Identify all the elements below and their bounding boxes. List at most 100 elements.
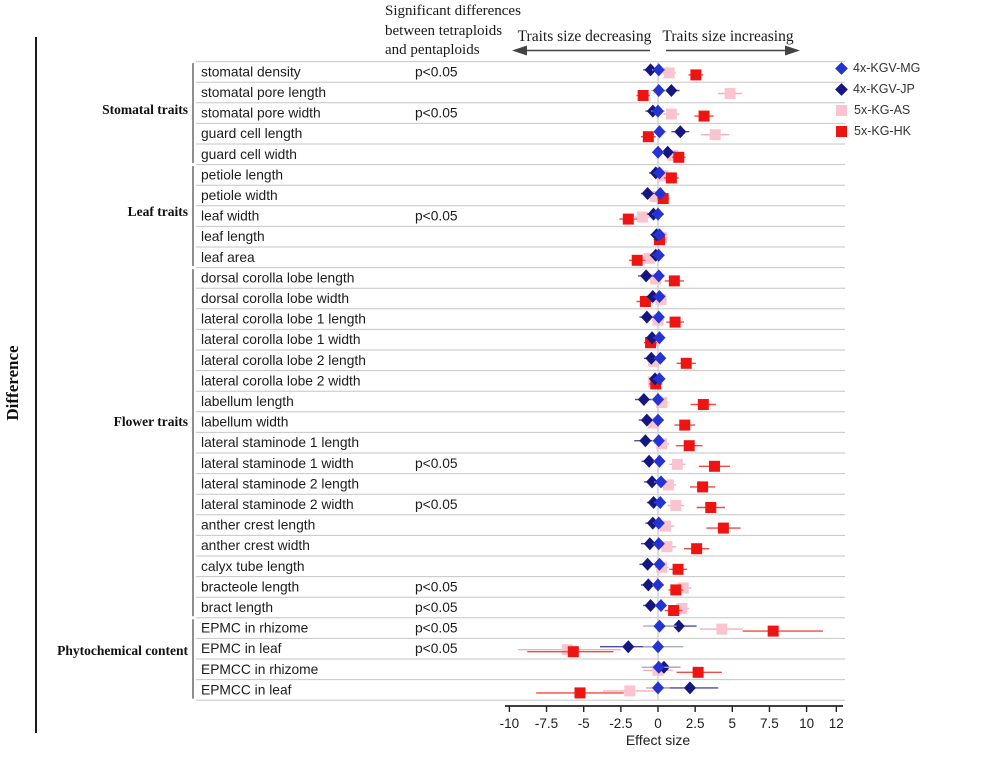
trait-label: leaf width: [201, 209, 259, 224]
data-point-diamond-4x-KGV-JP: [642, 578, 655, 592]
legend-item: 4x-KGV-MG: [835, 58, 920, 79]
data-point-square-5x-KG-AS: [709, 129, 721, 141]
data-point-diamond-4x-KGV-MG: [652, 269, 665, 283]
data-point-diamond-4x-KGV-MG: [652, 640, 664, 654]
data-point-square-5x-KG-HK: [692, 666, 704, 678]
trait-row: lateral staminode 1 width p<0.05: [201, 454, 731, 472]
data-point-square-5x-KG-HK: [698, 110, 710, 122]
data-point-square-5x-KG-HK: [665, 172, 677, 184]
data-point-square-5x-KG-HK: [642, 131, 654, 143]
trait-label: lateral corolla lobe 2 length: [201, 353, 366, 368]
data-point-diamond-4x-KGV-JP: [643, 537, 656, 551]
category-label: Leaf traits: [128, 204, 188, 219]
data-point-diamond-4x-KGV-JP: [661, 145, 674, 159]
data-point-square-5x-KG-AS: [624, 685, 636, 697]
data-point-diamond-4x-KGV-MG: [652, 207, 664, 221]
trait-label: bracteole length: [201, 579, 299, 594]
data-point-square-5x-KG-AS: [667, 149, 679, 161]
trait-label: guard cell width: [201, 147, 297, 162]
trait-label: calyx tube length: [201, 559, 305, 574]
data-point-square-5x-KG-HK: [670, 584, 682, 596]
category-label: Stomatal traits: [102, 102, 188, 117]
data-point-diamond-4x-KGV-MG: [653, 557, 666, 571]
data-point-square-5x-KG-HK: [567, 646, 579, 658]
legend-item: 5x-KG-AS: [836, 100, 920, 121]
trait-row: bract length p<0.05: [201, 599, 690, 616]
trait-label: EPMC in rhizome: [201, 621, 309, 636]
diamond-marker-icon: [835, 83, 848, 96]
trait-label: anther crest length: [201, 518, 315, 533]
x-tick-label: -10: [500, 716, 520, 731]
trait-row: stomatal density p<0.05: [201, 63, 704, 81]
trait-label: lateral staminode 1 width: [201, 456, 354, 471]
trait-label: lateral corolla lobe 2 width: [201, 373, 361, 388]
trait-row: anther crest width: [201, 537, 710, 555]
trait-label: EPMC in leaf: [201, 641, 282, 656]
p-value-label: p<0.05: [415, 106, 458, 121]
arrow-left-head-icon: [512, 45, 527, 56]
data-point-square-5x-KG-HK: [645, 337, 657, 349]
trait-row: stomatal pore width p<0.05: [201, 104, 714, 122]
data-point-diamond-4x-KGV-JP: [641, 557, 654, 571]
data-point-square-5x-KG-HK: [680, 357, 692, 369]
data-point-square-5x-KG-AS: [670, 500, 682, 511]
data-point-square-5x-KG-HK: [631, 254, 643, 266]
p-value-label: p<0.05: [415, 497, 458, 512]
trait-label: labellum width: [201, 415, 288, 430]
p-value-label: p<0.05: [415, 64, 458, 79]
data-point-square-5x-KG-AS: [671, 458, 683, 470]
trait-row: EPMCC in rhizome: [201, 660, 722, 678]
data-point-diamond-4x-KGV-MG: [652, 516, 665, 530]
trait-row: stomatal pore length: [201, 84, 742, 101]
data-point-diamond-4x-KGV-MG: [652, 145, 664, 159]
trait-label: dorsal corolla lobe length: [201, 270, 354, 285]
square-marker-icon: [836, 105, 847, 116]
trait-row: EPMCC in leaf: [201, 681, 719, 699]
data-point-diamond-4x-KGV-MG: [653, 290, 666, 303]
trait-row: petiole length: [201, 166, 679, 184]
data-point-square-5x-KG-HK: [574, 687, 586, 699]
data-point-diamond-4x-KGV-JP: [647, 496, 660, 509]
legend-item: 5x-KG-HK: [836, 121, 920, 142]
data-point-square-5x-KG-AS: [661, 541, 673, 553]
square-marker-icon: [836, 126, 847, 137]
data-point-square-5x-KG-AS: [662, 479, 674, 491]
data-point-square-5x-KG-HK: [672, 563, 684, 575]
p-value-label: p<0.05: [415, 456, 458, 471]
data-point-diamond-4x-KGV-MG: [653, 228, 666, 242]
data-point-diamond-4x-KGV-MG: [652, 63, 665, 77]
trait-label: stomatal pore length: [201, 85, 326, 100]
trait-row: lateral staminode 2 length: [201, 475, 716, 493]
data-point-diamond-4x-KGV-MG: [653, 166, 666, 180]
data-point-square-5x-KG-AS: [643, 252, 655, 264]
trait-row: leaf width p<0.05: [201, 207, 664, 225]
x-tick-label: -2.5: [609, 716, 632, 731]
data-point-diamond-4x-KGV-JP: [640, 310, 653, 324]
x-tick-label: 5: [729, 716, 737, 731]
trait-label: leaf area: [201, 250, 255, 265]
data-point-diamond-4x-KGV-JP: [641, 187, 654, 200]
data-point-diamond-4x-KGV-JP: [644, 63, 657, 77]
data-point-square-5x-KG-HK: [622, 213, 634, 225]
trait-label: anther crest width: [201, 538, 310, 553]
trait-row: guard cell width: [201, 145, 686, 163]
data-point-square-5x-KG-HK: [708, 460, 720, 472]
trait-label: stomatal pore width: [201, 106, 321, 121]
trait-row: dorsal corolla lobe length: [201, 269, 685, 287]
legend-item: 4x-KGV-JP: [835, 79, 920, 100]
trait-row: labellum length: [201, 393, 716, 410]
trait-label: bract length: [201, 600, 273, 615]
data-point-square-5x-KG-HK: [690, 69, 702, 81]
data-point-diamond-4x-KGV-MG: [653, 372, 666, 386]
data-point-diamond-4x-KGV-JP: [646, 475, 659, 489]
data-point-square-5x-KG-HK: [717, 522, 729, 534]
arrow-left-label: Traits size decreasing: [517, 28, 652, 45]
trait-row: petiole width: [201, 187, 670, 204]
x-tick-label: 12: [829, 716, 844, 731]
data-point-square-5x-KG-HK: [697, 399, 709, 410]
data-point-diamond-4x-KGV-MG: [652, 248, 665, 262]
data-point-square-5x-KG-AS: [636, 211, 648, 223]
data-point-square-5x-KG-HK: [697, 481, 709, 493]
data-point-square-5x-KG-HK: [668, 605, 680, 616]
